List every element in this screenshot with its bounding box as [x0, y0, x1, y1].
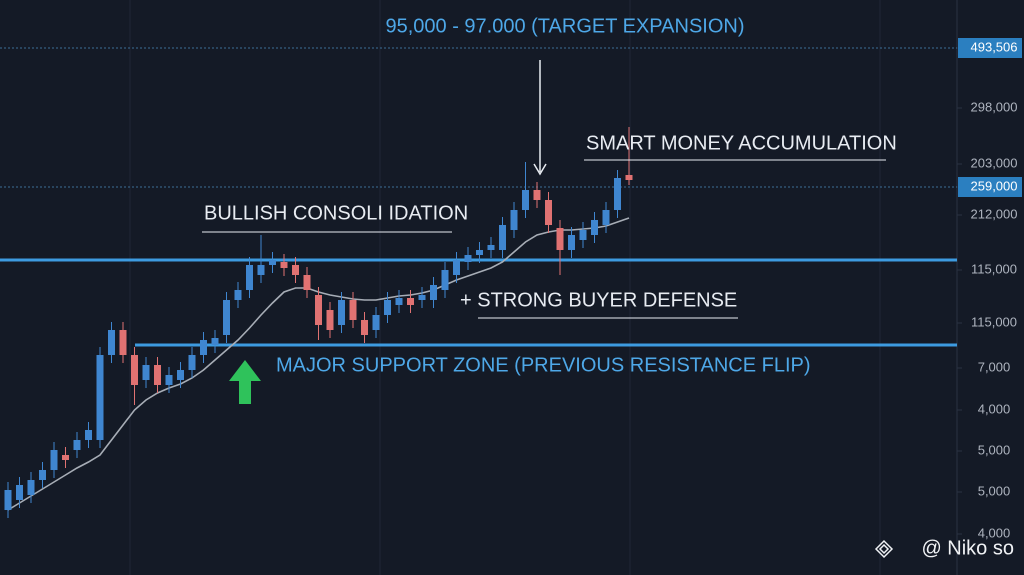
logo — [874, 539, 894, 559]
y-tick-label: 5,000 — [978, 483, 1011, 498]
candle-body — [579, 230, 587, 240]
y-tick-label: 298,000 — [971, 99, 1018, 114]
candle-body — [315, 295, 322, 325]
price-label-box — [958, 177, 1022, 197]
y-tick-label: 203,000 — [971, 155, 1018, 170]
candle-body — [602, 210, 610, 225]
candle-body — [361, 320, 368, 335]
candle-body — [200, 340, 207, 355]
candle-body — [487, 245, 495, 250]
candle-body — [303, 275, 311, 290]
layout-grid — [129, 0, 881, 575]
candle-body — [96, 355, 104, 440]
candle-body — [453, 260, 460, 275]
candle-body — [142, 365, 150, 380]
candle-body — [464, 255, 472, 262]
candle-body — [499, 225, 506, 250]
y-tick-label: 5,000 — [978, 442, 1011, 457]
candle-body — [384, 300, 391, 315]
price-label-box — [958, 38, 1022, 58]
candle-body — [476, 250, 483, 255]
candle-body — [545, 200, 552, 225]
y-tick-label: 115,000 — [971, 314, 1017, 329]
candle-body — [73, 440, 81, 450]
up-arrow — [229, 360, 261, 404]
candle-body — [349, 300, 357, 320]
candle-body — [27, 480, 35, 495]
y-tick-label: 115,000 — [971, 261, 1017, 276]
candle-body — [418, 295, 426, 300]
candle-body — [568, 235, 575, 250]
candle-body — [280, 262, 288, 268]
candle-body — [591, 220, 598, 235]
annotation: 95,000 - 97.000 (TARGET EXPANSION) — [385, 15, 744, 37]
candle-body — [430, 285, 437, 300]
candle-body — [108, 330, 115, 355]
candle-body — [269, 260, 276, 265]
candle-body — [131, 355, 138, 385]
annotation: SMART MONEY ACCUMULATION — [586, 132, 897, 154]
candle-body — [510, 210, 518, 230]
candle-body — [533, 190, 541, 200]
candle-body — [614, 178, 621, 210]
candle-body — [211, 338, 219, 345]
candle-body — [50, 450, 58, 470]
candle-body — [62, 455, 69, 460]
y-tick-label: 493,506 — [971, 39, 1018, 54]
candle-body — [522, 190, 529, 210]
candle-body — [292, 265, 299, 275]
candle-body — [257, 265, 265, 275]
candle-body — [625, 175, 633, 180]
candle-body — [441, 270, 449, 290]
y-tick-label: 7,000 — [978, 359, 1011, 374]
candle-body — [556, 228, 564, 250]
candle-body — [85, 430, 92, 440]
candle-body — [326, 310, 334, 330]
watermark: @ Niko so — [921, 537, 1014, 559]
candle-body — [154, 365, 161, 385]
annotation: + STRONG BUYER DEFENSE — [460, 289, 737, 311]
y-tick-label: 4,000 — [978, 525, 1011, 540]
candle-body — [39, 470, 46, 480]
candle-body — [338, 300, 345, 325]
candle-body — [119, 330, 127, 355]
candle-body — [223, 300, 230, 335]
y-tick-label: 4,000 — [978, 401, 1011, 416]
candle-body — [16, 485, 23, 500]
arrow-head — [533, 163, 547, 176]
y-tick-label: 212,000 — [971, 206, 1018, 221]
candle-body — [372, 315, 380, 330]
candle-body — [4, 490, 12, 510]
candle-body — [188, 355, 196, 370]
candle-body — [395, 298, 403, 305]
annotation: MAJOR SUPPORT ZONE (PREVIOUS RESISTANCE … — [276, 354, 811, 376]
candle-body — [246, 265, 253, 290]
candle-body — [407, 298, 414, 305]
annotation: BULLISH CONSOLI IDATION — [204, 202, 468, 224]
candle-body — [165, 375, 173, 385]
candle-body — [177, 370, 184, 380]
y-tick-label: 259,000 — [971, 178, 1018, 193]
candle-body — [234, 290, 242, 300]
